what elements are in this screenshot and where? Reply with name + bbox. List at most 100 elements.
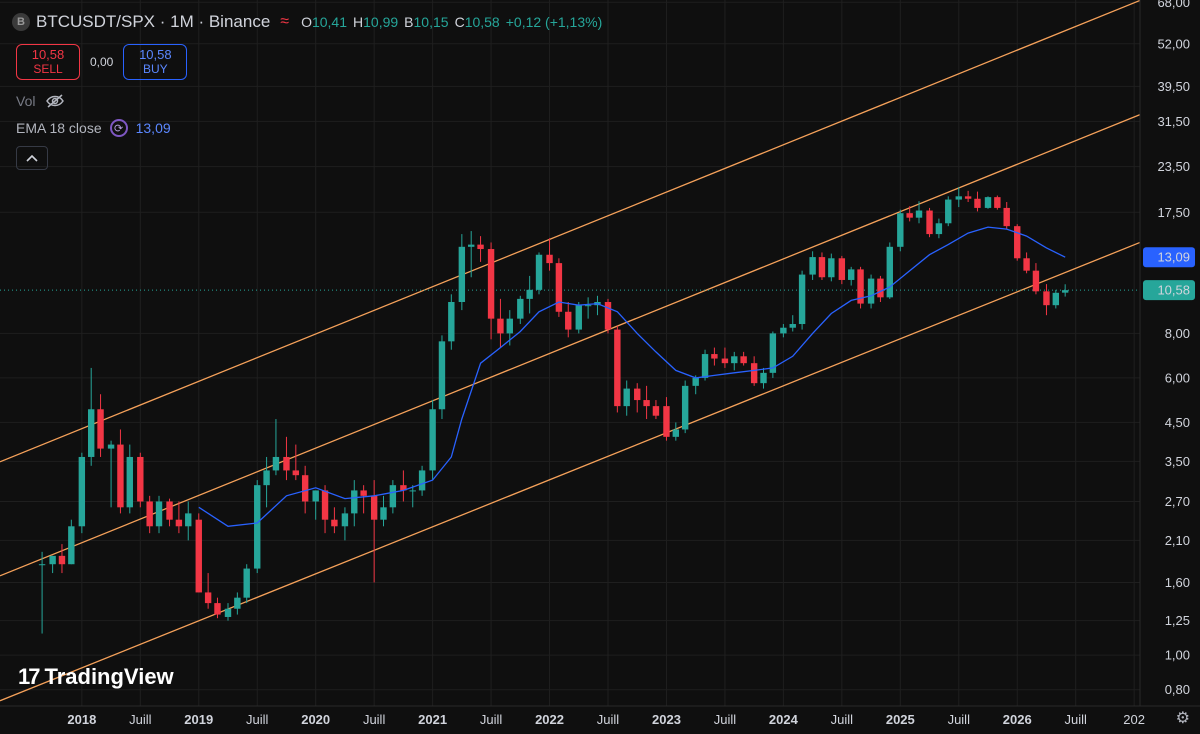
spread-value: 0,00	[90, 55, 114, 69]
eye-off-icon[interactable]	[45, 93, 65, 109]
candle-body	[438, 341, 446, 410]
candle-body	[672, 429, 680, 437]
candle-body	[955, 196, 962, 200]
candle-body	[1014, 226, 1021, 259]
ema-line	[198, 226, 1066, 527]
low-value: 10,15	[413, 14, 449, 30]
price-axis-label: 23,50	[1157, 159, 1190, 174]
price-axis-label: 52,00	[1157, 36, 1190, 51]
time-axis-label: Juill	[480, 712, 503, 727]
ohlc-values: O10,41 H10,99 B10,15 C10,58 +0,12 (+1,13…	[301, 14, 602, 30]
candle-body	[448, 302, 455, 342]
candle-body	[1043, 291, 1050, 306]
chevron-up-icon	[26, 154, 38, 162]
candle-body	[535, 254, 543, 290]
candle-body	[701, 354, 709, 378]
candle-body	[897, 213, 904, 247]
close-value: 10,58	[464, 14, 500, 30]
low-label: B	[404, 14, 414, 30]
candle-body	[166, 501, 173, 520]
candle-body	[809, 257, 816, 275]
time-axis-label: 2018	[67, 712, 96, 727]
candle-body	[409, 490, 416, 492]
refresh-icon[interactable]: ⟳	[109, 119, 128, 137]
tradingview-logo[interactable]: 17 TradingView	[18, 664, 174, 690]
candle-body	[1032, 270, 1040, 292]
time-axis-label: 2024	[769, 712, 799, 727]
candle-body	[506, 318, 513, 334]
candle-body	[604, 302, 612, 330]
time-axis-label: Juill	[246, 712, 269, 727]
candle-body	[458, 246, 466, 303]
candle-body	[429, 409, 436, 471]
candle-body	[877, 278, 884, 298]
channel-line	[0, 0, 1141, 463]
candle-body	[418, 470, 426, 491]
buy-button[interactable]: 10,58 BUY	[123, 44, 188, 80]
candle-body	[994, 197, 1001, 208]
candles	[38, 187, 1069, 634]
wave-icon: ≈	[280, 13, 290, 30]
trade-panel: 10,58 SELL 0,00 10,58 BUY	[16, 44, 188, 80]
sell-label: SELL	[33, 62, 63, 76]
price-axis-label: 1,00	[1165, 648, 1190, 663]
price-axis-label: 3,50	[1165, 454, 1190, 469]
candle-body	[721, 358, 729, 364]
price-axis-label: 13,09	[1157, 250, 1190, 265]
time-axis-label: 2026	[1003, 712, 1032, 727]
time-axis-label: 2023	[652, 712, 681, 727]
candle-body	[263, 470, 270, 486]
candle-body	[224, 608, 232, 617]
candle-body	[769, 333, 777, 373]
candle-body	[117, 444, 124, 508]
price-label-badge	[1143, 280, 1195, 301]
candle-body	[681, 385, 689, 430]
price-axis[interactable]: 68,00 52,00 39,50 31,50 23,50 17,50 13,09 10,58…	[1139, 0, 1195, 706]
time-axis-label: 2021	[418, 712, 447, 727]
volume-indicator[interactable]: Vol	[16, 93, 65, 109]
time-axis[interactable]: 2018 Juill 2019 Juill 2020 Juill 2021 Juill 2022…	[0, 705, 1200, 727]
candle-body	[711, 354, 718, 359]
price-axis-label: 4,50	[1165, 415, 1190, 430]
candle-body	[584, 305, 592, 307]
candle-body	[58, 555, 66, 565]
candle-body	[517, 298, 524, 319]
candle-body	[214, 603, 221, 615]
time-axis-label: Juill	[831, 712, 854, 727]
candle-body	[623, 388, 630, 407]
gear-icon[interactable]: ⚙	[1175, 710, 1190, 727]
candle-body	[234, 597, 241, 609]
price-axis-label: 68,00	[1157, 0, 1190, 10]
sell-button[interactable]: 10,58 SELL	[16, 44, 80, 80]
candle-body	[370, 495, 378, 520]
time-axis-label: Juill	[714, 712, 737, 727]
candle-body	[614, 329, 621, 407]
candle-body	[692, 377, 699, 386]
symbol-icon: B	[12, 13, 30, 31]
candle-body	[828, 258, 835, 278]
candle-body	[487, 249, 495, 319]
candle-body	[254, 485, 261, 569]
collapse-legend-button[interactable]	[16, 146, 48, 170]
candle-body	[477, 244, 484, 250]
change-value: +0,12 (+1,13%)	[505, 14, 603, 30]
candle-body	[926, 210, 933, 235]
candle-body	[643, 400, 650, 407]
candle-body	[497, 318, 504, 334]
tradingview-mark-icon: 17	[18, 664, 41, 689]
ema-indicator[interactable]: EMA 18 close ⟳ 13,09	[16, 119, 171, 137]
candle-body	[68, 526, 75, 565]
candle-body	[146, 501, 153, 527]
candle-body	[195, 519, 202, 593]
candle-body	[389, 485, 397, 508]
candle-body	[38, 564, 46, 566]
candle-body	[555, 263, 563, 312]
candle-body	[1003, 207, 1010, 227]
symbol-title[interactable]: BTCUSDT/SPX · 1M · Binance	[36, 12, 271, 31]
candle-body	[731, 356, 738, 364]
price-axis-label: 0,80	[1165, 682, 1190, 697]
candle-body	[341, 513, 349, 527]
symbol-legend: B BTCUSDT/SPX · 1M · Binance ≈ O10,41 H1…	[12, 12, 602, 32]
open-label: O	[301, 14, 312, 30]
